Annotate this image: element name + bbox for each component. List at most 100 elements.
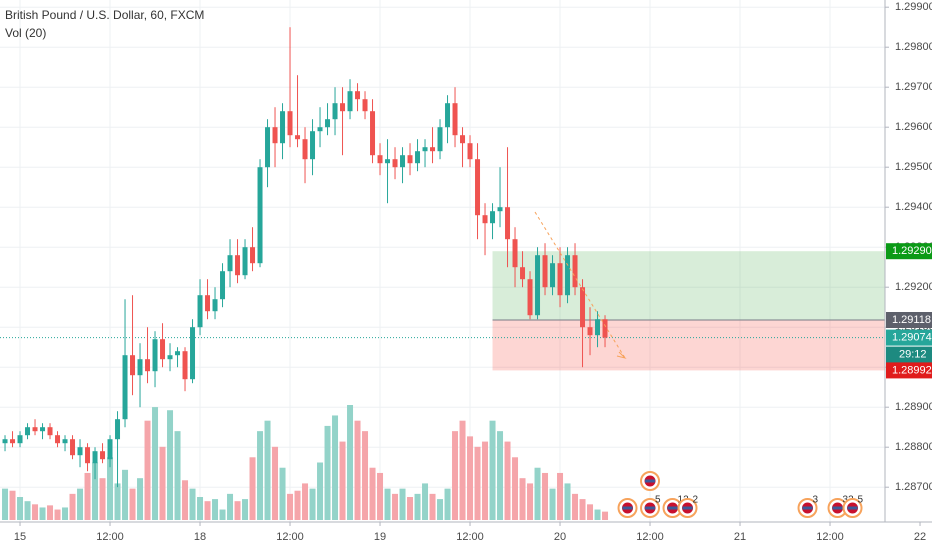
volume-bar	[369, 467, 376, 520]
candle-body	[145, 359, 151, 372]
volume-bar	[189, 488, 196, 520]
target-box	[886, 243, 932, 260]
candle-body	[310, 131, 316, 160]
volume-bar	[152, 407, 159, 520]
x-tick-label: 12:00	[96, 531, 124, 543]
candle-body	[92, 451, 98, 464]
volume-bar	[309, 488, 316, 520]
candle-body	[430, 147, 436, 152]
candle-body	[70, 439, 76, 456]
candle-body	[400, 155, 406, 168]
candle-body	[257, 167, 263, 264]
event-flag-stripe	[802, 506, 813, 510]
axes: 1.29900 1.29800 1.29700 1.29600 1.29500 1.294…	[14, 1, 932, 543]
y-tick-label: 1.29900	[895, 1, 932, 13]
candle-body	[422, 147, 428, 152]
volume-bar	[122, 469, 129, 520]
volume-bar	[324, 425, 331, 520]
candle-body	[55, 435, 61, 444]
volume-bar	[167, 410, 174, 520]
entry-box	[886, 312, 932, 328]
volume-bar	[2, 488, 9, 520]
x-tick-label: 20	[554, 531, 566, 543]
countdown-label: 29:12	[899, 349, 927, 361]
candle-body	[152, 339, 158, 372]
candle-body	[602, 319, 608, 338]
candle-body	[535, 255, 541, 316]
volume-bar	[107, 457, 114, 520]
volume-bar	[272, 446, 279, 520]
y-tick-label: 1.29500	[895, 161, 932, 173]
candle-body	[437, 127, 443, 152]
volume-bar	[137, 478, 144, 520]
candle-body	[340, 103, 346, 112]
volume-bar	[114, 483, 121, 520]
volume-bar	[362, 431, 369, 520]
volume-bar	[579, 499, 586, 520]
volume-bar	[92, 462, 99, 520]
candle-body	[580, 287, 586, 328]
candle-body	[182, 351, 188, 380]
candle-body	[175, 351, 181, 356]
event-flag-stripe	[645, 479, 656, 483]
candle-body	[115, 419, 121, 440]
candle-body	[32, 427, 38, 432]
arrow-head	[616, 351, 627, 359]
event-count: 2	[693, 495, 699, 506]
volume-bar	[249, 457, 256, 520]
volume-bar	[339, 441, 346, 520]
volume-bar	[32, 504, 39, 520]
candle-body	[542, 255, 548, 288]
volume-bar	[452, 431, 459, 520]
candle-body	[572, 255, 578, 288]
candle-body	[130, 355, 136, 376]
volume-bar	[347, 405, 354, 520]
y-tick-label: 1.29400	[895, 201, 932, 213]
event-flag-stripe	[832, 506, 843, 510]
volume-bar	[197, 497, 204, 520]
candle-body	[460, 135, 466, 144]
candle-body	[302, 139, 308, 160]
candle-body	[505, 207, 511, 240]
candle-body	[197, 295, 203, 328]
candle-body	[17, 435, 23, 444]
volume-bar	[204, 501, 211, 520]
candle-body	[62, 439, 68, 444]
volume-bar	[354, 420, 361, 520]
chart-title: British Pound / U.S. Dollar, 60, FXCM	[5, 8, 204, 22]
entry-label: 1.29118	[892, 314, 931, 326]
event-flag-stripe	[667, 506, 678, 510]
candle-body	[407, 155, 413, 164]
volume-bar	[24, 501, 31, 520]
y-tick-label: 1.28900	[895, 401, 932, 413]
volume-bar	[504, 441, 511, 520]
volume-bar	[84, 472, 91, 520]
volume-bar	[414, 493, 421, 520]
candle-body	[167, 355, 173, 360]
volume-bar	[497, 431, 504, 520]
volume-bar	[429, 493, 436, 520]
candle-body	[362, 99, 368, 112]
countdown-box	[886, 346, 932, 363]
candle-body	[527, 279, 533, 316]
volume-bar	[182, 480, 189, 520]
volume-bar	[242, 499, 249, 520]
event-count: 5	[858, 495, 864, 506]
candle-body	[512, 239, 518, 268]
event-flag-stripe	[682, 506, 693, 510]
candle-body	[205, 295, 211, 312]
candle-body	[227, 255, 233, 272]
last-price-label: 1.29074	[892, 332, 932, 344]
volume-bar	[54, 509, 61, 520]
volume-bar	[467, 436, 474, 520]
candle-body	[122, 355, 128, 420]
volume-bar	[17, 497, 24, 520]
candle-body	[467, 143, 473, 160]
y-tick-label: 1.28800	[895, 441, 932, 453]
indicator-label: Vol (20)	[5, 26, 46, 40]
volume-bar	[219, 509, 226, 520]
volume-bar	[39, 507, 46, 520]
y-tick-label: 1.28700	[895, 481, 932, 493]
candle-body	[2, 439, 8, 444]
candle-body	[212, 299, 218, 312]
